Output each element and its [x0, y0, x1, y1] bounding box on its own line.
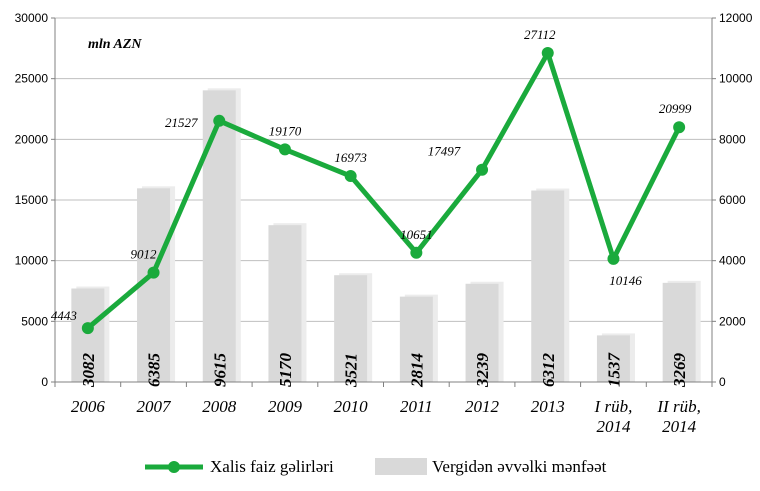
- right-tick-label: 2000: [719, 314, 746, 328]
- line-value-label: 10146: [609, 273, 642, 288]
- x-tick-label-line: 2011: [400, 397, 433, 416]
- x-tick-label-line: 2010: [334, 397, 369, 416]
- x-tick-label-line: 2006: [71, 397, 106, 416]
- x-tick-label-line: II rüb,: [656, 397, 700, 416]
- bar-value-label: 9615: [210, 353, 229, 388]
- line-value-label: 10651: [400, 227, 433, 242]
- bar: [596, 335, 630, 382]
- line-marker: [81, 322, 94, 335]
- line-value-label: 20999: [659, 101, 692, 116]
- legend-line-marker: [168, 461, 180, 473]
- x-tick-label: 2007: [137, 397, 173, 416]
- data-labels: 3082 6385 9615 5170 3521 2814 3239 6312 1537 3269…: [51, 27, 692, 388]
- bar-value-label: 2814: [407, 353, 426, 388]
- left-tick-label: 25000: [15, 72, 49, 86]
- right-tick-label: 10000: [719, 72, 753, 86]
- left-tick-label: 30000: [15, 11, 49, 25]
- x-tick-label-line: 2014: [662, 417, 697, 436]
- left-tick-label: 15000: [15, 193, 49, 207]
- x-tick-label: 2013: [531, 397, 565, 416]
- line-value-label: 9012: [131, 247, 158, 262]
- x-tick-label: 2009: [268, 397, 303, 416]
- x-tick-label-line: 2014: [596, 417, 631, 436]
- bar-value-label: 6385: [145, 353, 164, 388]
- x-tick-label: 2011: [400, 397, 433, 416]
- bar: [334, 275, 368, 382]
- x-tick-label-line: 2007: [137, 397, 173, 416]
- left-tick-label: 0: [41, 375, 48, 389]
- bar-value-label: 5170: [276, 353, 295, 388]
- line-marker: [147, 266, 160, 279]
- legend-label-bar: Vergidən əvvəlki mənfəət: [432, 457, 607, 476]
- line-series: [81, 47, 686, 335]
- line-marker: [410, 246, 423, 259]
- x-tick-label-line: 2009: [268, 397, 303, 416]
- line-marker: [673, 121, 686, 134]
- line-value-label: 21527: [165, 115, 198, 130]
- bar: [531, 190, 565, 382]
- x-tick-label-line: 2013: [531, 397, 565, 416]
- x-tick-label: I rüb, 2014: [594, 397, 633, 436]
- line-marker: [607, 252, 620, 265]
- bar: [268, 225, 302, 382]
- axes: 0 5000 10000 15000 20000 25000 30000 0 2000 4000 6…: [15, 11, 753, 436]
- x-tick-label-line: 2008: [202, 397, 237, 416]
- bar-value-label: 3269: [670, 353, 689, 389]
- right-tick-label: 4000: [719, 254, 746, 268]
- x-tick-label: II rüb, 2014: [656, 397, 700, 436]
- bar-value-label: 3521: [342, 353, 361, 388]
- x-tick-label-line: I rüb,: [594, 397, 633, 416]
- left-tick-label: 5000: [21, 314, 48, 328]
- x-tick-label: 2006: [71, 397, 106, 416]
- unit-label: mln AZN: [88, 37, 142, 52]
- left-tick-label: 20000: [15, 132, 49, 146]
- bar-value-label: 1537: [604, 352, 623, 388]
- right-tick-label: 12000: [719, 11, 753, 25]
- line-value-label: 4443: [51, 308, 78, 323]
- line-marker: [344, 170, 357, 183]
- bar: [71, 288, 105, 382]
- line-marker: [476, 163, 489, 176]
- bar-value-label: 3082: [79, 353, 98, 389]
- line-marker: [278, 143, 291, 156]
- bar: [202, 90, 236, 382]
- legend-bar-swatch: [375, 458, 427, 475]
- bar-series: [71, 88, 701, 382]
- bar: [465, 283, 499, 382]
- x-tick-label: 2010: [334, 397, 369, 416]
- line-marker: [213, 114, 226, 127]
- bar-value-label: 3239: [473, 353, 492, 389]
- x-tick-label: 2008: [202, 397, 237, 416]
- left-tick-label: 10000: [15, 254, 49, 268]
- x-tick-label: 2012: [465, 397, 500, 416]
- bar: [662, 282, 696, 382]
- right-tick-label: 6000: [719, 193, 746, 207]
- right-tick-label: 0: [719, 375, 726, 389]
- line-marker: [541, 47, 554, 60]
- bar: [399, 296, 433, 382]
- line-value-label: 16973: [334, 150, 367, 165]
- line-value-label: 17497: [428, 144, 461, 159]
- line-path: [86, 50, 682, 331]
- line-value-label: 19170: [269, 123, 302, 138]
- right-tick-label: 8000: [719, 132, 746, 146]
- line-value-label: 27112: [524, 27, 556, 42]
- bar-value-label: 6312: [539, 353, 558, 388]
- legend: Xalis faiz gəlirləri Vergidən əvvəlki mən…: [145, 457, 607, 476]
- legend-label-line: Xalis faiz gəlirləri: [210, 457, 334, 476]
- x-tick-label-line: 2012: [465, 397, 500, 416]
